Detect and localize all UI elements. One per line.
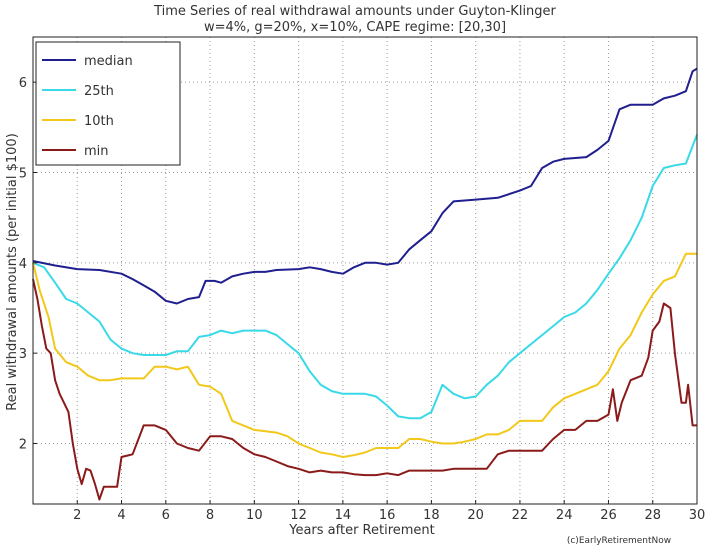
x-tick-label: 10 [246, 508, 263, 523]
y-tick-label: 6 [19, 76, 27, 91]
credit-text: (c)EarlyRetirementNow [567, 536, 671, 546]
y-axis-label: Real withdrawal amounts (per initial $10… [5, 133, 20, 411]
x-tick-label: 18 [423, 508, 440, 523]
x-tick-label: 14 [335, 508, 352, 523]
legend-label-min: min [84, 144, 109, 159]
y-tick-label: 2 [19, 437, 27, 452]
legend-box [35, 41, 181, 166]
x-tick-label: 4 [117, 508, 125, 523]
x-tick-label: 20 [467, 508, 484, 523]
x-tick-label: 8 [206, 508, 214, 523]
plot-frame [32, 36, 698, 505]
legend-label-median: median [84, 54, 133, 69]
y-tick-label: 4 [19, 257, 27, 272]
x-tick-label: 28 [644, 508, 661, 523]
x-tick-label: 16 [379, 508, 396, 523]
series-line-min [32, 278, 697, 501]
x-tick-label: 26 [600, 508, 617, 523]
x-tick-label: 6 [162, 508, 170, 523]
series-lines [32, 67, 698, 501]
chart-subtitle: w=4%, g=20%, x=10%, CAPE regime: [20,30] [204, 20, 506, 35]
chart-title: Time Series of real withdrawal amounts u… [153, 4, 556, 19]
series-line-10th [32, 252, 697, 458]
legend-label-25th: 25th [84, 84, 114, 99]
series-line-median [32, 67, 698, 305]
x-tick-label: 30 [689, 508, 706, 523]
y-tick-label: 3 [19, 347, 27, 362]
x-tick-label: 12 [290, 508, 307, 523]
x-tick-label: 2 [73, 508, 81, 523]
x-tick-label: 22 [512, 508, 529, 523]
series-line-25th [32, 134, 698, 420]
y-tick-label: 5 [19, 166, 27, 181]
legend-label-10th: 10th [84, 114, 114, 129]
legend: median 25th 10th min [35, 41, 181, 166]
x-axis-label: Years after Retirement [288, 523, 435, 538]
x-tick-label: 24 [556, 508, 573, 523]
